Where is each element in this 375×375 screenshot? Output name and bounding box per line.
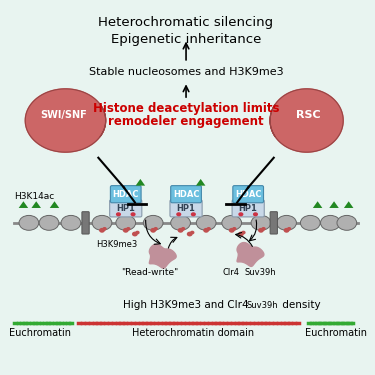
Polygon shape	[270, 89, 343, 152]
Ellipse shape	[196, 215, 216, 230]
Ellipse shape	[241, 231, 246, 234]
Ellipse shape	[39, 215, 59, 230]
Text: Histone deacetylation limits: Histone deacetylation limits	[93, 102, 279, 115]
Text: Stable nucleosomes and H3K9me3: Stable nucleosomes and H3K9me3	[89, 66, 284, 76]
Text: HP1: HP1	[177, 204, 195, 213]
Ellipse shape	[222, 215, 242, 230]
Ellipse shape	[232, 227, 237, 231]
Text: density: density	[279, 300, 321, 310]
Text: Clr4: Clr4	[222, 267, 239, 276]
FancyBboxPatch shape	[232, 200, 264, 217]
Polygon shape	[196, 179, 206, 186]
Ellipse shape	[176, 212, 181, 216]
Text: Heterochromatin domain: Heterochromatin domain	[132, 328, 254, 338]
FancyBboxPatch shape	[110, 200, 142, 217]
Ellipse shape	[287, 227, 291, 231]
Text: HDAC: HDAC	[112, 190, 139, 199]
FancyBboxPatch shape	[82, 212, 89, 234]
Text: Suv39h: Suv39h	[246, 301, 278, 310]
Ellipse shape	[300, 215, 320, 230]
Ellipse shape	[132, 232, 138, 237]
Ellipse shape	[143, 215, 163, 230]
Text: remodeler engagement: remodeler engagement	[108, 115, 264, 128]
Text: Suv39h: Suv39h	[244, 267, 276, 276]
FancyBboxPatch shape	[171, 186, 201, 203]
Ellipse shape	[337, 215, 357, 230]
Ellipse shape	[92, 215, 112, 230]
Polygon shape	[32, 201, 41, 208]
Text: HDAC: HDAC	[173, 190, 199, 199]
Ellipse shape	[19, 215, 39, 230]
Polygon shape	[344, 201, 353, 208]
Ellipse shape	[135, 231, 140, 234]
Polygon shape	[313, 201, 322, 208]
FancyBboxPatch shape	[270, 212, 278, 234]
Ellipse shape	[181, 227, 185, 231]
Ellipse shape	[277, 215, 296, 230]
Ellipse shape	[171, 215, 190, 230]
Ellipse shape	[203, 228, 209, 233]
Ellipse shape	[238, 212, 243, 216]
Polygon shape	[149, 244, 176, 268]
Ellipse shape	[123, 228, 129, 233]
Ellipse shape	[251, 215, 271, 230]
Text: HP1: HP1	[239, 204, 258, 213]
Text: HP1: HP1	[116, 204, 135, 213]
Ellipse shape	[130, 212, 136, 216]
Text: H3K14ac: H3K14ac	[14, 192, 54, 201]
Ellipse shape	[191, 212, 196, 216]
Polygon shape	[25, 89, 106, 152]
Text: HDAC: HDAC	[235, 190, 261, 199]
FancyBboxPatch shape	[233, 186, 264, 203]
Polygon shape	[50, 201, 59, 208]
Text: High H3K9me3 and Clr4: High H3K9me3 and Clr4	[123, 300, 249, 310]
Polygon shape	[237, 243, 264, 267]
Ellipse shape	[187, 232, 193, 237]
Ellipse shape	[150, 228, 156, 233]
Ellipse shape	[116, 215, 136, 230]
Text: Heterochromatic silencing: Heterochromatic silencing	[99, 16, 274, 29]
Ellipse shape	[190, 231, 195, 234]
Ellipse shape	[229, 228, 235, 233]
Ellipse shape	[207, 227, 211, 231]
Polygon shape	[19, 201, 28, 208]
Ellipse shape	[99, 228, 105, 233]
Ellipse shape	[284, 228, 290, 233]
Ellipse shape	[178, 228, 183, 233]
Ellipse shape	[258, 228, 264, 233]
Ellipse shape	[238, 232, 244, 237]
Ellipse shape	[261, 227, 266, 231]
Text: Epigenetic inheritance: Epigenetic inheritance	[111, 33, 261, 46]
Ellipse shape	[61, 215, 81, 230]
Text: Euchromatin: Euchromatin	[9, 328, 71, 338]
Text: Euchromatin: Euchromatin	[305, 328, 367, 338]
FancyBboxPatch shape	[170, 200, 202, 217]
Text: SWI/SNF: SWI/SNF	[40, 110, 87, 120]
FancyBboxPatch shape	[110, 186, 141, 203]
Text: "Read-write": "Read-write"	[121, 267, 178, 276]
Ellipse shape	[321, 215, 340, 230]
Ellipse shape	[253, 212, 258, 216]
Text: H3K9me3: H3K9me3	[96, 240, 138, 249]
Text: RSC: RSC	[296, 110, 321, 120]
Ellipse shape	[126, 227, 130, 231]
Ellipse shape	[153, 227, 158, 231]
Ellipse shape	[102, 227, 107, 231]
Polygon shape	[329, 201, 339, 208]
Ellipse shape	[116, 212, 121, 216]
Polygon shape	[136, 179, 145, 186]
